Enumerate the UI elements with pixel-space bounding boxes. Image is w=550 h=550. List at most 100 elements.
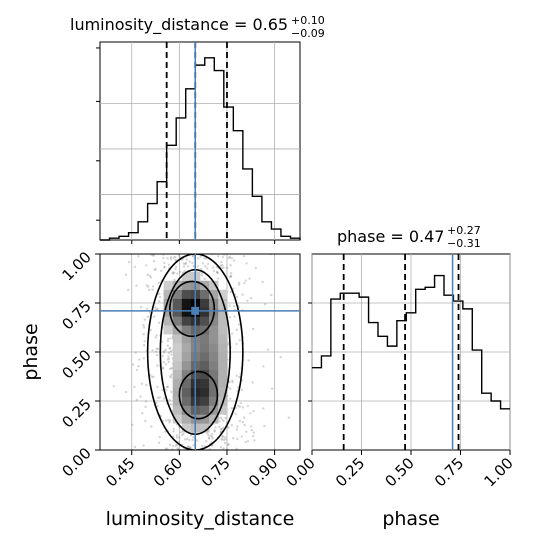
joint-sample-point: [229, 275, 233, 278]
joint-sample-point: [164, 447, 167, 450]
joint-sample-point: [191, 438, 194, 442]
joint-sample-point: [176, 447, 180, 450]
joint-sample-point: [185, 437, 189, 440]
joint-sample-point: [231, 379, 234, 382]
joint-sample-point: [172, 256, 176, 259]
joint-sample-point: [155, 364, 159, 367]
joint-sample-point: [251, 381, 254, 384]
joint-sample-point: [168, 375, 172, 378]
joint-sample-point: [237, 404, 240, 407]
joint-density-cell: [218, 360, 228, 371]
joint-sample-point: [167, 351, 171, 355]
joint-sample-point: [227, 426, 230, 429]
joint-sample-point: [172, 427, 176, 431]
joint-sample-point: [171, 444, 175, 448]
joint-density-cell: [200, 423, 210, 433]
joint-sample-point: [229, 290, 232, 294]
joint-sample-point: [182, 432, 185, 436]
joint-sample-point: [163, 266, 166, 269]
joint-density-cell: [218, 369, 228, 380]
joint-sample-point: [223, 441, 227, 445]
joint-sample-point: [251, 434, 255, 438]
joint-sample-point: [224, 416, 227, 420]
joint-sample-point: [188, 260, 191, 263]
joint-sample-point: [176, 443, 179, 447]
joint-sample-point: [196, 439, 199, 442]
joint-sample-point: [176, 272, 179, 275]
joint-sample-point: [152, 375, 155, 379]
joint-sample-point: [261, 280, 264, 284]
joint-sample-point: [191, 261, 194, 265]
joint-density-cell: [218, 405, 228, 415]
joint-sample-point: [145, 383, 148, 387]
joint-sample-point: [219, 445, 223, 449]
phase-quantile-lines: [342, 254, 460, 450]
joint-sample-point: [166, 257, 169, 260]
ld-hist-frame: [99, 41, 301, 241]
joint-sample-point: [236, 425, 239, 428]
joint-sample-point: [241, 420, 245, 424]
joint-sample-point: [181, 434, 184, 437]
joint-sample-point: [143, 250, 145, 252]
joint-sample-point: [173, 278, 176, 281]
joint-sample-point: [230, 423, 234, 427]
joint-sample-point: [165, 385, 169, 389]
joint-density-cell: [218, 316, 228, 326]
joint-sample-point: [159, 295, 162, 299]
joint-sample-point: [215, 271, 219, 274]
joint-density-cell: [172, 352, 183, 362]
joint-sample-point: [157, 396, 160, 400]
joint-sample-point: [238, 419, 242, 423]
joint-sample-point: [175, 434, 179, 437]
joint-sample-point: [155, 401, 158, 404]
joint-density-cell: [181, 423, 192, 433]
joint-sample-point: [247, 359, 250, 362]
joint-density-cell: [218, 334, 228, 344]
joint-density-cell: [181, 316, 192, 326]
phase-hist-grid: [311, 254, 511, 450]
phase-xtick-label: 1.00: [480, 454, 516, 490]
joint-sample-point: [142, 332, 145, 336]
joint-sample-point: [178, 255, 181, 259]
joint-sample-point: [157, 281, 161, 284]
joint-sample-point: [215, 270, 219, 274]
joint-sample-point: [211, 444, 214, 447]
joint-density-cell: [172, 307, 183, 317]
joint-sample-point: [205, 439, 208, 443]
joint-sample-point: [237, 323, 241, 326]
phase-hist-yticks: [308, 302, 312, 402]
joint-sample-point: [196, 250, 198, 252]
joint-sample-point: [158, 436, 161, 439]
joint-sample-point: [200, 274, 204, 277]
joint-sample-point: [147, 285, 150, 288]
joint-density-cell: [209, 325, 219, 335]
joint-sample-point: [170, 353, 173, 356]
joint-sample-point: [143, 318, 147, 321]
joint-sample-point: [228, 315, 232, 319]
joint-sample-point: [163, 261, 166, 265]
joint-sample-point: [150, 375, 154, 378]
phase-histogram: 0.00 0.25 0.50 0.75 1.00 phase = 0.47 +0.27 …: [282, 224, 516, 530]
joint-sample-point: [183, 438, 187, 441]
joint-sample-point: [235, 295, 239, 299]
ld-hist-grid: [100, 42, 300, 240]
joint-sample-point: [191, 254, 195, 257]
joint-sample-point: [206, 432, 209, 435]
joint-sample-point: [266, 348, 270, 351]
joint-sample-point: [184, 262, 187, 266]
joint-sample-point: [168, 367, 172, 371]
joint-sample-point: [188, 445, 191, 448]
joint-sample-point: [162, 351, 166, 354]
joint-sample-point: [112, 385, 116, 388]
joint-sample-point: [214, 452, 216, 454]
joint-sample-point: [140, 382, 144, 385]
joint-density-cell: [163, 298, 174, 308]
joint-sample-point: [167, 357, 171, 360]
joint-sample-point: [237, 281, 241, 284]
joint-sample-point: [156, 385, 159, 389]
joint-sample-point: [216, 271, 220, 275]
joint-sample-point: [184, 262, 188, 265]
joint-sample-point: [167, 360, 170, 364]
joint-sample-point: [216, 277, 220, 280]
joint-sample-point: [221, 426, 225, 429]
